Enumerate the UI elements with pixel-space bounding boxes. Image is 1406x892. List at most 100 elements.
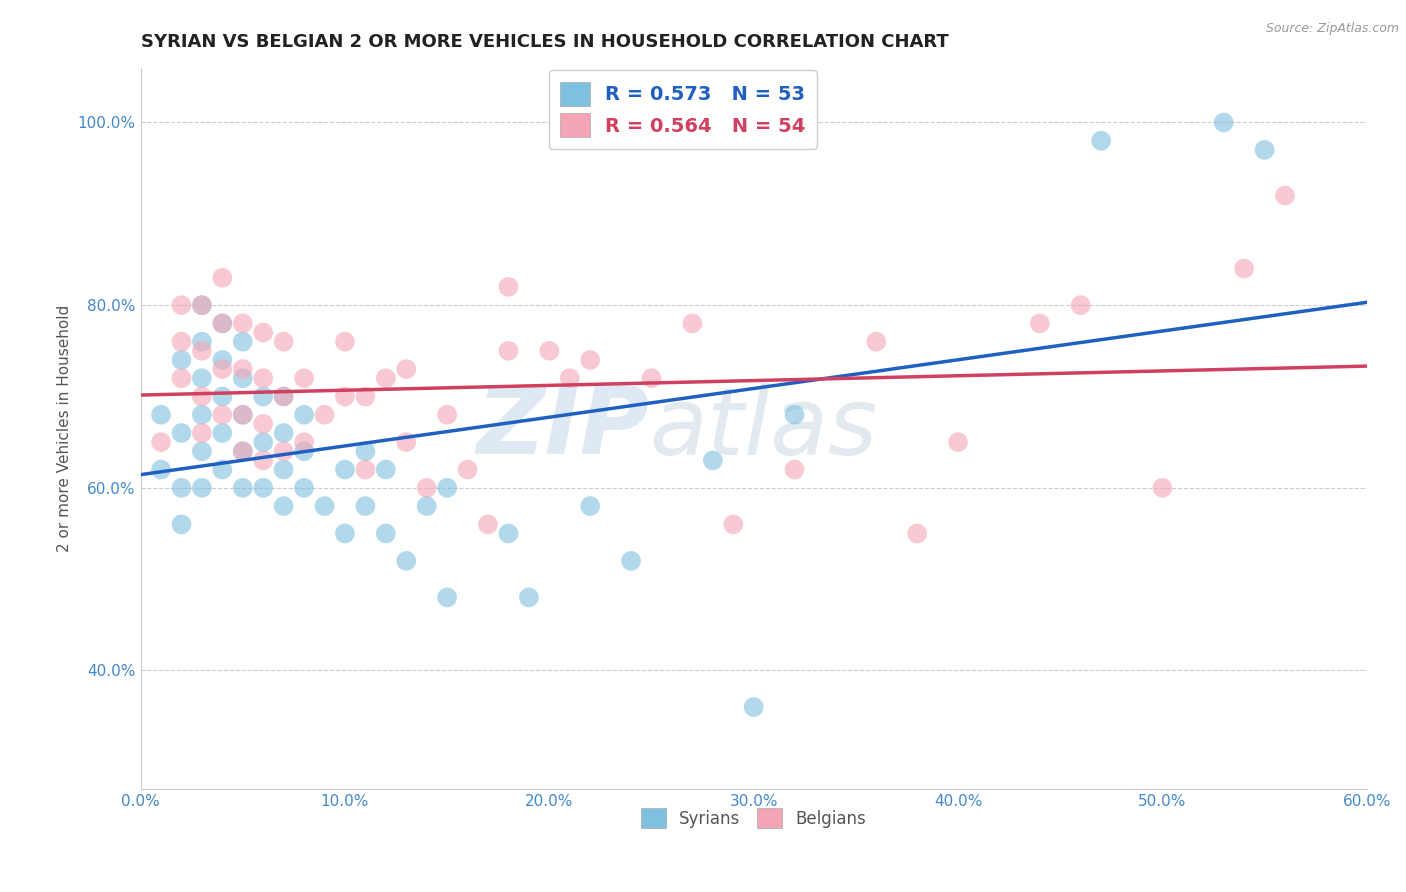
Text: atlas: atlas: [650, 383, 877, 474]
Point: [170, 371, 193, 385]
Y-axis label: 2 or more Vehicles in Household: 2 or more Vehicles in Household: [58, 305, 72, 552]
Point: [150, 462, 173, 476]
Point: [273, 499, 295, 513]
Point: [211, 389, 233, 403]
Point: [579, 353, 602, 368]
Point: [498, 343, 520, 358]
Point: [252, 389, 274, 403]
Point: [1212, 115, 1234, 129]
Point: [211, 462, 233, 476]
Point: [742, 700, 765, 714]
Point: [457, 462, 479, 476]
Point: [211, 317, 233, 331]
Point: [170, 425, 193, 440]
Point: [232, 317, 254, 331]
Point: [150, 435, 173, 450]
Point: [538, 343, 561, 358]
Point: [498, 280, 520, 294]
Point: [374, 462, 396, 476]
Point: [252, 481, 274, 495]
Point: [191, 389, 214, 403]
Point: [292, 435, 315, 450]
Point: [273, 444, 295, 458]
Point: [232, 444, 254, 458]
Point: [232, 334, 254, 349]
Point: [681, 317, 703, 331]
Point: [170, 334, 193, 349]
Text: ZIP: ZIP: [477, 383, 650, 475]
Point: [374, 371, 396, 385]
Point: [191, 298, 214, 312]
Point: [252, 371, 274, 385]
Point: [1274, 188, 1296, 202]
Point: [273, 389, 295, 403]
Point: [640, 371, 662, 385]
Point: [436, 481, 458, 495]
Point: [273, 425, 295, 440]
Point: [374, 526, 396, 541]
Point: [1253, 143, 1275, 157]
Point: [191, 371, 214, 385]
Point: [333, 389, 356, 403]
Point: [232, 408, 254, 422]
Point: [191, 334, 214, 349]
Point: [232, 408, 254, 422]
Point: [211, 270, 233, 285]
Point: [1090, 134, 1112, 148]
Point: [354, 389, 377, 403]
Point: [292, 481, 315, 495]
Point: [292, 408, 315, 422]
Point: [395, 554, 418, 568]
Point: [702, 453, 724, 467]
Point: [150, 408, 173, 422]
Point: [211, 408, 233, 422]
Point: [191, 444, 214, 458]
Point: [395, 362, 418, 376]
Point: [354, 444, 377, 458]
Point: [1233, 261, 1256, 276]
Point: [232, 481, 254, 495]
Point: [252, 417, 274, 431]
Point: [252, 435, 274, 450]
Point: [579, 499, 602, 513]
Point: [314, 408, 336, 422]
Point: [783, 462, 806, 476]
Point: [783, 408, 806, 422]
Point: [170, 517, 193, 532]
Point: [865, 334, 887, 349]
Point: [191, 425, 214, 440]
Point: [620, 554, 643, 568]
Point: [273, 389, 295, 403]
Point: [211, 425, 233, 440]
Point: [1029, 317, 1052, 331]
Point: [170, 353, 193, 368]
Point: [211, 317, 233, 331]
Point: [1152, 481, 1174, 495]
Point: [273, 462, 295, 476]
Point: [558, 371, 581, 385]
Point: [292, 444, 315, 458]
Point: [232, 444, 254, 458]
Legend: Syrians, Belgians: Syrians, Belgians: [634, 801, 873, 835]
Point: [170, 481, 193, 495]
Point: [211, 353, 233, 368]
Point: [191, 408, 214, 422]
Point: [723, 517, 745, 532]
Point: [415, 481, 437, 495]
Point: [517, 591, 540, 605]
Point: [436, 591, 458, 605]
Point: [477, 517, 499, 532]
Point: [191, 298, 214, 312]
Point: [170, 298, 193, 312]
Point: [395, 435, 418, 450]
Point: [191, 343, 214, 358]
Point: [1070, 298, 1092, 312]
Point: [191, 481, 214, 495]
Point: [905, 526, 928, 541]
Text: Source: ZipAtlas.com: Source: ZipAtlas.com: [1265, 22, 1399, 36]
Point: [314, 499, 336, 513]
Point: [232, 371, 254, 385]
Text: SYRIAN VS BELGIAN 2 OR MORE VEHICLES IN HOUSEHOLD CORRELATION CHART: SYRIAN VS BELGIAN 2 OR MORE VEHICLES IN …: [141, 33, 948, 51]
Point: [436, 408, 458, 422]
Point: [211, 362, 233, 376]
